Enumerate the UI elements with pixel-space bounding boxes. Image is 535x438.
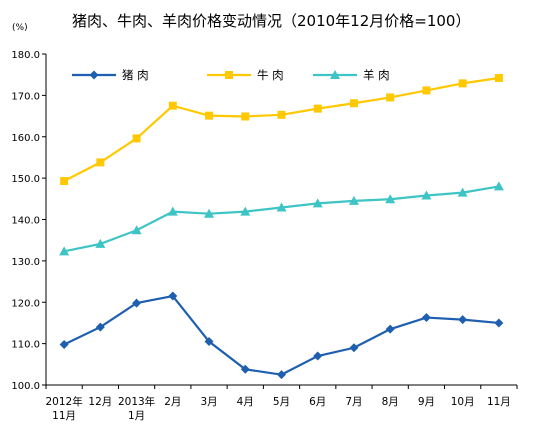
y-tick-label: 180.0 [11,50,40,61]
series-line [63,294,499,376]
x-tick-label: 8月 [382,396,399,408]
data-point [276,202,287,212]
legend: 猪 肉牛 肉羊 肉 [72,68,390,82]
data-point [204,208,215,218]
y-tick-label: 160.0 [11,133,40,144]
data-point [313,351,323,361]
data-point [493,181,504,191]
data-point [240,206,251,216]
series-0 [59,291,504,380]
data-point [95,322,105,332]
data-point [421,313,431,323]
data-point [168,101,177,110]
data-point [385,194,396,204]
x-tick-label: 12月 [88,396,112,408]
legend-swatch-marker [225,71,233,79]
data-point [204,337,214,347]
legend-label: 猪 肉 [122,68,149,82]
data-point [494,318,504,328]
data-point [349,99,358,108]
data-point [386,93,395,102]
data-point [205,111,214,120]
data-point [60,177,69,186]
x-tick-label: 2013年 1月 [118,395,155,422]
x-tick-label: 2月 [164,396,181,408]
data-point [277,370,286,380]
x-tick-label: 9月 [418,396,435,408]
series-layer [59,73,504,380]
legend-item: 猪 肉 [72,68,149,82]
data-point [458,315,468,325]
axes [45,54,517,386]
series-line [63,76,500,182]
chart-title: 猪肉、牛肉、羊肉价格变动情况（2010年12月价格=100） [72,12,470,30]
data-point [494,73,503,82]
x-tick-label: 6月 [309,396,326,408]
y-tick-label: 150.0 [11,174,40,185]
data-point [457,187,468,197]
data-point [96,158,105,167]
legend-item: 牛 肉 [207,68,284,82]
legend-swatch-marker [330,70,340,79]
data-point [349,343,359,353]
series-line [63,185,500,253]
data-point [240,364,250,374]
data-point [95,238,106,248]
y-tick-label: 100.0 [11,381,40,392]
series-2 [59,181,504,256]
data-point [167,206,178,216]
data-point [312,198,323,208]
data-point [458,79,467,88]
x-axis-ticks: 2012年 11月 12月 2013年 1月 2月 3月 4月 5月 6月 7月 8月 9月 10月 11月 [45,385,518,422]
legend-label: 牛 肉 [257,68,284,82]
y-tick-label: 120.0 [11,298,40,309]
y-tick-label: 170.0 [11,91,40,102]
x-tick-label: 10月 [451,396,475,408]
x-tick-label: 5月 [273,396,290,408]
data-point [422,86,431,95]
y-tick-label: 110.0 [11,340,40,351]
x-tick-label: 11月 [487,396,511,408]
x-tick-label: 7月 [345,396,362,408]
data-point [132,134,141,143]
x-tick-label: 3月 [200,396,217,408]
data-point [385,324,395,334]
data-point [277,110,286,119]
series-1 [60,73,503,186]
data-point [131,225,142,235]
y-tick-label: 140.0 [11,216,40,227]
data-point [59,246,70,256]
legend-swatch-marker [89,70,99,80]
legend-label: 羊 肉 [363,68,390,82]
data-point [348,195,359,205]
data-point [241,112,250,121]
y-axis-ticks: 100.0 110.0 120.0 130.0 140.0 150.0 160.0 170.0… [11,50,46,392]
x-tick-label: 2012年 11月 [45,395,82,422]
x-tick-label: 4月 [237,396,254,408]
legend-item: 羊 肉 [313,68,390,82]
data-point [421,190,432,200]
y-tick-label: 130.0 [11,257,40,268]
data-point [132,298,142,308]
data-point [59,339,69,349]
data-point [313,104,322,113]
data-point [168,291,178,301]
y-axis-unit: (%) [12,23,28,33]
